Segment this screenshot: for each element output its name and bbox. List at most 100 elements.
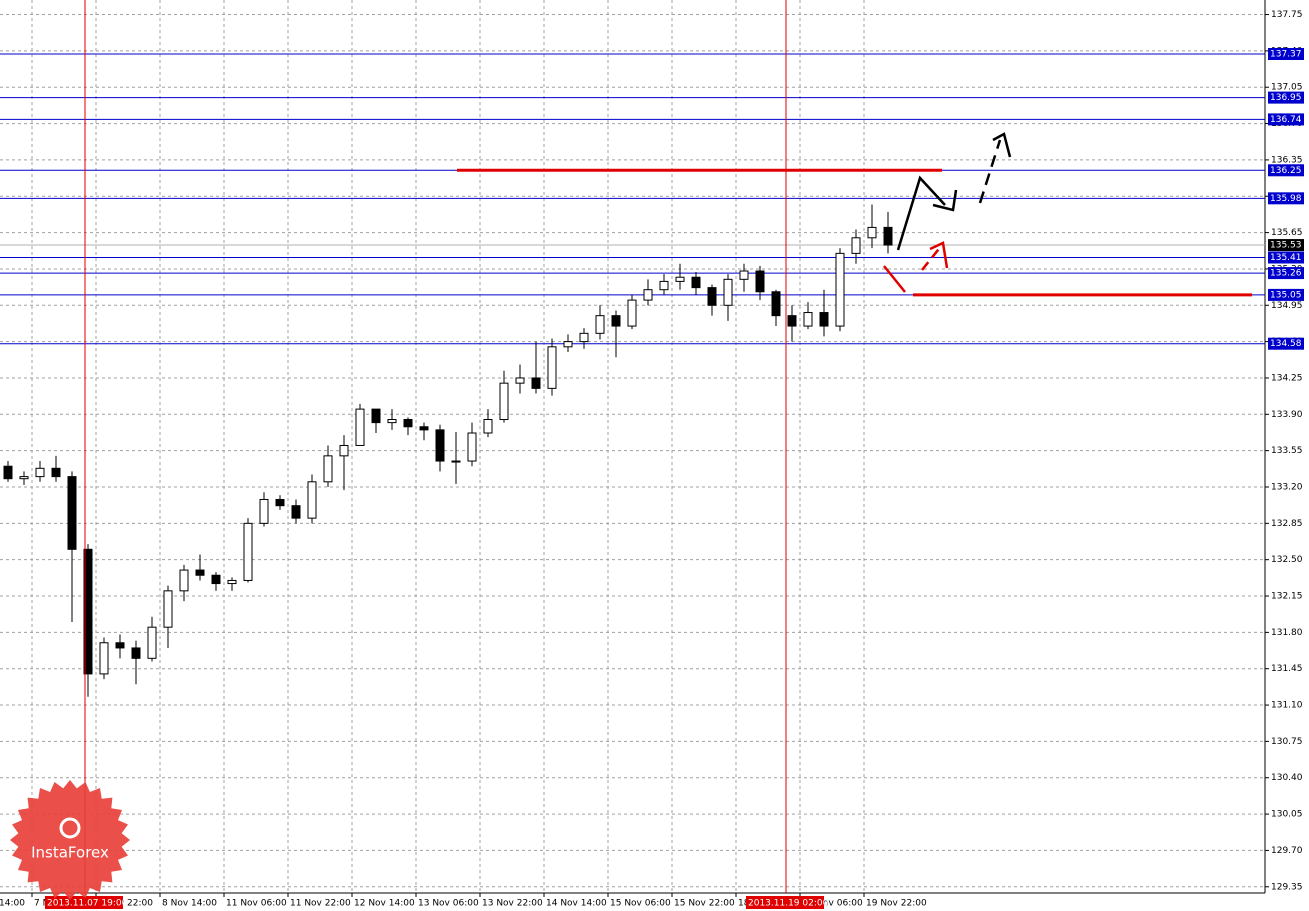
x-tick-label: 11 Nov 06:00	[226, 899, 287, 909]
candle-body	[483, 419, 493, 434]
candle-body	[211, 574, 221, 585]
x-tick-label: 7 Nov 22:00	[98, 899, 153, 909]
candle-body	[659, 280, 669, 291]
candle-body	[643, 289, 653, 301]
y-tick-label: 137.05	[1271, 83, 1303, 93]
candle-body	[467, 432, 477, 462]
x-tick-label: 15 Nov 22:00	[674, 899, 735, 909]
candle-body	[851, 237, 861, 254]
level-label: 135.26	[1270, 269, 1302, 279]
y-tick-label: 132.15	[1271, 592, 1303, 602]
candle-body	[163, 590, 173, 628]
level-label-box	[1268, 337, 1304, 350]
arrow-dashed	[978, 139, 1002, 204]
candle-body	[403, 419, 413, 428]
candle-body	[723, 278, 733, 306]
candle-body	[595, 315, 605, 334]
candle-body	[19, 476, 29, 480]
y-tick-label: 133.55	[1271, 446, 1303, 456]
y-tick-label: 137.75	[1271, 10, 1303, 20]
candle-body	[99, 642, 109, 675]
level-label: 136.95	[1270, 93, 1302, 103]
forecast-arrows	[883, 132, 1012, 293]
level-label: 135.98	[1270, 194, 1302, 204]
candle-body	[83, 548, 93, 675]
time-marker-box	[45, 896, 123, 909]
candle-body	[563, 341, 573, 348]
watermark-text: InstaForex	[31, 844, 109, 862]
level-label-box	[1268, 91, 1304, 104]
candle-body	[835, 252, 845, 327]
candle-body	[579, 332, 589, 343]
candle-body	[803, 312, 813, 327]
level-label-box	[1268, 113, 1304, 126]
x-tick-label: 19 Nov 06:00	[802, 899, 863, 909]
candle-body	[339, 444, 349, 457]
x-tick-label: 14 Nov 14:00	[546, 899, 607, 909]
x-tick-label: 15 Nov 06:00	[610, 899, 671, 909]
level-label: 136.74	[1270, 115, 1302, 125]
watermark-badge	[10, 780, 130, 900]
candle-body	[435, 429, 445, 462]
y-tick-label: 133.90	[1271, 410, 1303, 420]
y-tick-label: 134.95	[1271, 301, 1303, 311]
candle-body	[371, 408, 381, 424]
candle-body	[291, 505, 301, 519]
candle-body	[819, 312, 829, 327]
arrow-red-dashed	[921, 244, 943, 271]
candle-body	[323, 455, 333, 483]
candle-body	[259, 498, 269, 524]
arrow-red	[883, 265, 906, 293]
candle-body	[627, 299, 637, 327]
y-tick-label: 129.35	[1271, 882, 1303, 892]
candle-body	[675, 276, 685, 282]
y-tick-label: 134.25	[1271, 373, 1303, 383]
level-label: 136.25	[1270, 166, 1302, 176]
candle-body	[195, 569, 205, 576]
y-tick-label: 130.40	[1271, 773, 1303, 783]
x-tick-label: 19 Nov 22:00	[866, 899, 927, 909]
candle-body	[531, 377, 541, 389]
candle-body	[243, 522, 253, 581]
candle-body	[275, 498, 285, 507]
level-label-box	[1268, 47, 1304, 60]
arrow-up	[896, 175, 946, 251]
candle-body	[307, 481, 317, 519]
y-tick-label: 131.10	[1271, 701, 1303, 711]
candle-body	[739, 270, 749, 280]
candle-body	[707, 287, 717, 306]
last-price-label: 135.53	[1270, 241, 1302, 251]
candle-body	[611, 315, 621, 327]
y-tick-label: 130.05	[1271, 810, 1303, 820]
candle-body	[227, 579, 237, 585]
y-tick-label: 131.80	[1271, 628, 1303, 638]
level-label-box	[1268, 164, 1304, 177]
arrow-head	[992, 132, 1012, 158]
x-tick-label: 13 Nov 22:00	[482, 899, 543, 909]
arrow-head	[929, 241, 949, 269]
level-label-box	[1268, 267, 1304, 280]
candle-body	[691, 276, 701, 289]
x-tick-label: 11 Nov 22:00	[290, 899, 351, 909]
candle-body	[67, 476, 77, 550]
x-tick-label: 13 Nov 06:00	[418, 899, 479, 909]
candle-body	[787, 315, 797, 327]
candle-body	[387, 419, 397, 424]
candle-body	[883, 226, 893, 246]
y-tick-label: 131.45	[1271, 664, 1303, 674]
watermark-icon	[59, 817, 81, 839]
level-label: 135.41	[1270, 253, 1302, 263]
candle-body	[179, 569, 189, 592]
candle-body	[499, 382, 509, 421]
time-marker-box	[746, 896, 824, 909]
y-tick-label: 129.70	[1271, 846, 1303, 856]
candle-body	[419, 426, 429, 431]
candle-body	[515, 377, 525, 384]
y-tick-label: 133.20	[1271, 482, 1303, 492]
candle-body	[867, 226, 877, 239]
candle-body	[115, 642, 125, 649]
candle-body	[131, 647, 141, 659]
candle-body	[3, 465, 13, 480]
candle-body	[451, 460, 461, 463]
